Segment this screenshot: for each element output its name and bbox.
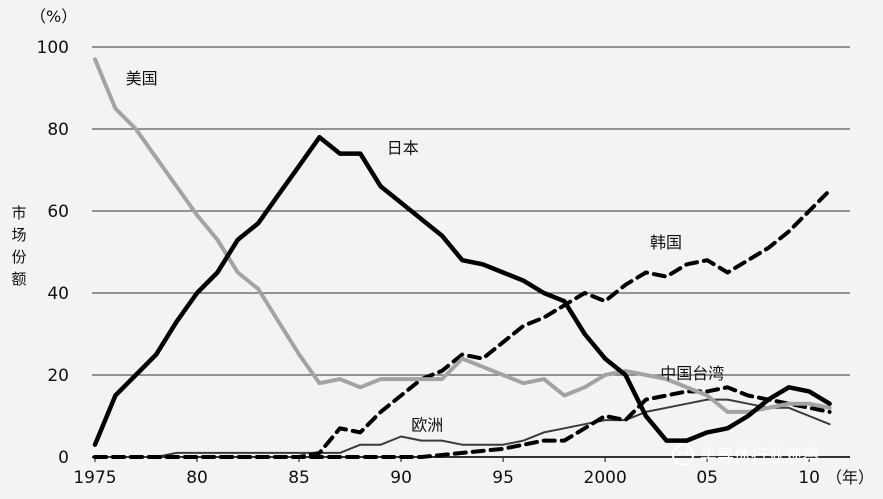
series-line-韩国 bbox=[93, 188, 832, 459]
y-tick-label: 60 bbox=[47, 202, 69, 222]
y-tick-label: 80 bbox=[47, 120, 69, 140]
x-tick-label: 1975 bbox=[73, 468, 116, 488]
watermark-text: 半导体行业观察 bbox=[700, 447, 819, 467]
y-tick-labels: 0 20 40 60 80 100 bbox=[37, 38, 69, 468]
y-axis-label-char: 额 bbox=[11, 270, 26, 288]
series-label: 欧洲 bbox=[411, 415, 443, 434]
series-label: 日本 bbox=[387, 139, 419, 158]
series-line-欧洲 bbox=[94, 398, 831, 458]
x-tick-label: 2000 bbox=[584, 468, 627, 488]
y-axis-label-char: 场 bbox=[11, 226, 26, 244]
y-tick-label: 100 bbox=[37, 38, 69, 58]
x-tick-label: 05 bbox=[696, 468, 718, 488]
y-unit-label: （%） bbox=[30, 7, 77, 26]
y-tick-label: 40 bbox=[47, 284, 69, 304]
series-line-中国台湾 bbox=[93, 385, 832, 459]
series-line-美国 bbox=[93, 57, 832, 414]
y-tick-label: 0 bbox=[58, 448, 69, 468]
series-label: 中国台湾 bbox=[660, 364, 724, 383]
series-label: 韩国 bbox=[650, 233, 682, 252]
x-tick-labels: 1975 80 85 90 95 2000 05 10 bbox=[73, 457, 820, 488]
x-tick-label: 95 bbox=[492, 468, 514, 488]
x-unit-label: （年） bbox=[826, 468, 874, 487]
series-label: 美国 bbox=[126, 69, 158, 88]
x-tick-label: 85 bbox=[288, 468, 310, 488]
y-axis-label-char: 市 bbox=[11, 204, 26, 222]
x-tick-label: 10 bbox=[798, 468, 820, 488]
wechat-icon bbox=[672, 444, 694, 466]
gridlines bbox=[92, 46, 850, 376]
x-tick-label: 90 bbox=[390, 468, 412, 488]
watermark: 半导体行业观察 bbox=[672, 444, 819, 467]
series-line-日本 bbox=[92, 134, 832, 447]
y-axis-label-char: 份 bbox=[11, 248, 26, 266]
x-tick-label: 80 bbox=[186, 468, 208, 488]
series-lines bbox=[92, 57, 832, 459]
y-tick-label: 20 bbox=[47, 366, 69, 386]
